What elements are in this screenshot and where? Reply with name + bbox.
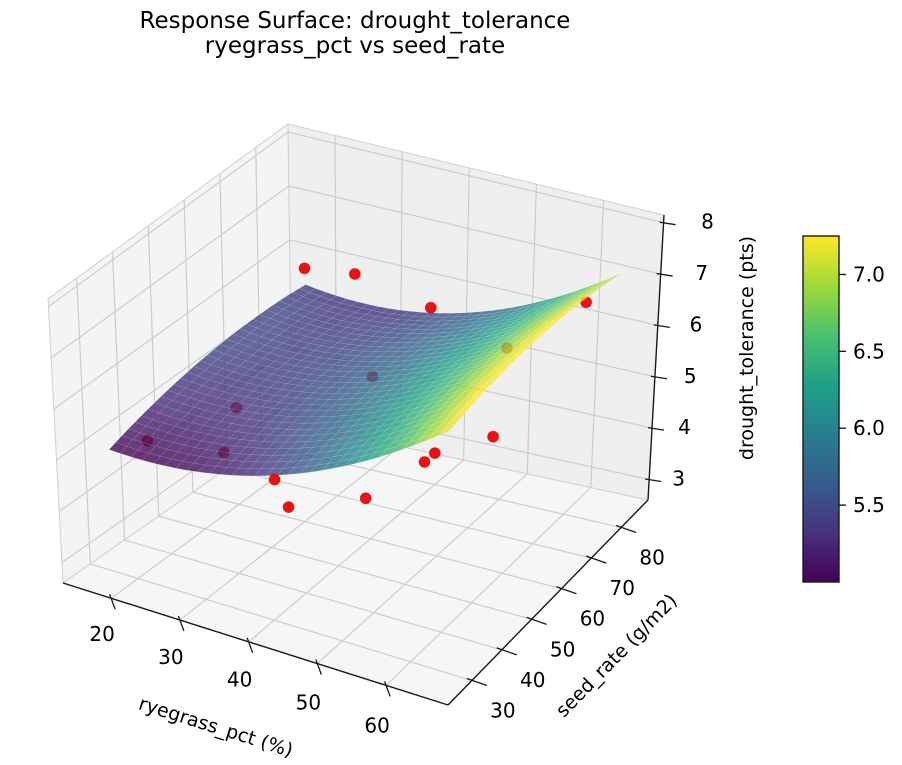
y-tick-label: 40 xyxy=(520,668,545,692)
y-tick-label: 80 xyxy=(639,546,664,570)
z-tick xyxy=(659,221,676,226)
surface-mesh-cell xyxy=(518,339,537,351)
y-gridline-wall xyxy=(111,251,126,541)
z-tick-label: 5 xyxy=(684,364,697,388)
plot-title-line2: ryegrass_pct vs seed_rate xyxy=(204,33,506,59)
colorbar-tick-label: 5.5 xyxy=(853,493,885,517)
x-tick xyxy=(177,615,185,632)
z-gridline-right xyxy=(287,131,664,224)
surface-mesh-cell xyxy=(484,373,502,385)
y-gridline xyxy=(226,467,592,559)
scatter-point xyxy=(487,430,500,443)
y-tick xyxy=(586,555,607,564)
y-gridline xyxy=(158,515,532,620)
z-tick xyxy=(647,426,665,431)
z-tick xyxy=(650,375,668,380)
colorbar-tick-label: 7.0 xyxy=(853,262,885,286)
surface-mesh-cell xyxy=(513,344,531,356)
colorbar xyxy=(802,235,840,583)
y-tick xyxy=(556,586,577,595)
scatter-point xyxy=(428,447,441,460)
surface-mesh-cell xyxy=(437,423,456,437)
z-tick-label: 8 xyxy=(701,210,714,234)
surface-mesh-cell xyxy=(507,350,525,362)
y-gridline xyxy=(90,563,473,682)
surface-mesh-cell xyxy=(443,416,462,430)
y-axis-spine xyxy=(447,499,649,706)
scatter-point xyxy=(424,301,437,314)
scatter-point xyxy=(282,501,295,514)
x-gridline xyxy=(248,459,465,643)
x-tick xyxy=(384,681,391,697)
surface-mesh-cell xyxy=(501,355,520,368)
y-tick xyxy=(615,524,637,534)
surface-mesh-cell xyxy=(570,296,588,307)
surface-mesh-cell xyxy=(599,276,617,286)
z-axis-spine xyxy=(647,214,665,501)
scatter-point xyxy=(418,456,431,468)
z-gridline-left xyxy=(48,131,289,308)
x-tick-label: 40 xyxy=(227,668,252,692)
z-gridline-right xyxy=(288,185,661,275)
y-tick-label: 30 xyxy=(490,699,515,723)
x-gridline xyxy=(385,487,592,686)
y-tick xyxy=(496,647,517,656)
y-gridline-wall xyxy=(147,225,160,517)
z-gridline-left xyxy=(50,185,290,359)
x-tick xyxy=(315,659,322,675)
y-tick xyxy=(526,616,547,625)
x-tick-label: 60 xyxy=(364,713,389,737)
y-tick xyxy=(466,677,488,687)
z-axis-label: drought_tolerance (pts) xyxy=(736,236,758,460)
colorbar-tick-label: 6.0 xyxy=(853,416,885,440)
x-gridline xyxy=(316,473,528,665)
surface-mesh-cell xyxy=(559,305,577,316)
surface-mesh-cell xyxy=(495,361,514,373)
x-tick xyxy=(246,637,254,654)
x-tick xyxy=(109,594,116,610)
x-gridline-wall xyxy=(590,200,605,488)
x-axis-label: ryegrass_pct (%) xyxy=(136,693,296,762)
z-tick xyxy=(656,272,673,277)
scatter-point xyxy=(348,268,361,280)
colorbar-tick-label: 6.5 xyxy=(853,339,885,363)
z-tick-label: 3 xyxy=(672,466,685,490)
z-tick xyxy=(653,324,670,329)
y-gridline-wall xyxy=(76,278,91,564)
x-gridline xyxy=(179,445,401,621)
z-gridline-left xyxy=(53,239,290,410)
y-tick-label: 70 xyxy=(610,576,635,600)
x-tick-label: 50 xyxy=(296,691,321,715)
surface-mesh-cell xyxy=(524,334,543,346)
scatter-point xyxy=(359,492,372,505)
z-tick xyxy=(645,478,662,483)
x-axis-spine xyxy=(62,582,449,706)
y-tick-label: 50 xyxy=(550,637,575,661)
z-tick-label: 6 xyxy=(690,312,703,336)
y-tick-label: 60 xyxy=(580,607,605,631)
x-tick-label: 30 xyxy=(158,645,183,669)
plot-title: Response Surface: drought_tolerance ryeg… xyxy=(0,9,710,59)
y-gridline xyxy=(192,491,562,590)
surface-mesh-cell xyxy=(530,329,548,340)
x-tick-label: 20 xyxy=(89,622,114,646)
surface-mesh-cell xyxy=(536,324,554,335)
scatter-point xyxy=(298,262,311,275)
z-gridline-right xyxy=(289,239,658,326)
surface-mesh-cell xyxy=(466,391,485,404)
z-tick-label: 4 xyxy=(678,415,691,439)
scatter-point xyxy=(268,473,281,486)
y-gridline xyxy=(124,539,502,651)
z-tick-label: 7 xyxy=(695,261,708,285)
plot-title-line1: Response Surface: drought_tolerance xyxy=(139,8,571,34)
surface-mesh-cell xyxy=(547,314,566,325)
